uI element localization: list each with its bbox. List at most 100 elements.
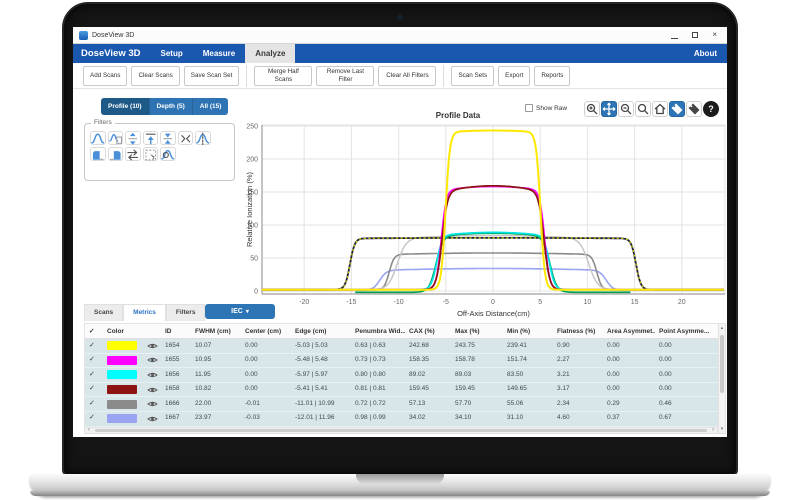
close-icon[interactable]: ×	[712, 30, 717, 39]
mirror-horizontal-filter-button[interactable]	[177, 131, 193, 145]
toolbar-button-save-scan-set[interactable]: Save Scan Set	[183, 65, 240, 86]
cell-eye[interactable]	[143, 383, 161, 397]
toolbar-button-export[interactable]: Export	[498, 65, 531, 86]
home-button[interactable]	[652, 101, 668, 117]
color-swatch[interactable]	[107, 399, 137, 409]
column-header-fwhm[interactable]: FWHM (cm)	[195, 328, 231, 335]
align-peak-filter-button[interactable]	[142, 131, 158, 145]
cell-eye[interactable]	[143, 412, 161, 426]
column-header-eye[interactable]	[143, 324, 161, 338]
zoom-reset-button[interactable]	[635, 101, 651, 117]
scroll-down-icon[interactable]: ▾	[720, 426, 724, 432]
column-header-area[interactable]: Area Asymmet...	[607, 328, 655, 335]
column-header-point[interactable]: Point Asymme...	[659, 328, 710, 335]
table-row-1654[interactable]: ✓ 1654 10.07 0.00 -5.03 | 5.03 0.63 | 0.63 242…	[85, 339, 725, 354]
menu-item-setup[interactable]: Setup	[160, 49, 183, 58]
minimize-icon[interactable]	[671, 32, 679, 39]
cell-color[interactable]	[103, 339, 143, 353]
cell-check[interactable]: ✓	[85, 412, 103, 426]
menu-item-measure[interactable]: Measure	[202, 49, 236, 58]
center-axis-filter-button[interactable]	[195, 131, 211, 145]
row-check-icon[interactable]: ✓	[89, 385, 95, 393]
cell-check[interactable]: ✓	[85, 354, 103, 368]
column-header-color[interactable]: Color	[107, 328, 124, 335]
cell-color[interactable]	[103, 412, 143, 426]
tab-scans[interactable]: Scans	[84, 304, 124, 321]
table-row-1667[interactable]: ✓ 1667 23.97 -0.03 -12.01 | 11.96 0.98 | 0.99…	[85, 411, 725, 427]
converge-vertical-filter-button[interactable]	[160, 131, 176, 145]
menu-item-about[interactable]: About	[693, 49, 717, 58]
pan-button[interactable]	[601, 101, 617, 117]
cell-color[interactable]	[103, 354, 143, 368]
tab-metrics[interactable]: Metrics	[123, 304, 166, 321]
toolbar-button-merge-half-scans[interactable]: Merge Half Scans	[254, 65, 313, 86]
table-row-1656[interactable]: ✓ 1656 11.95 0.00 -5.97 | 5.97 0.80 | 0.80 89.…	[85, 368, 725, 383]
table-row-1658[interactable]: ✓ 1658 10.82 0.00 -5.41 | 5.41 0.81 | 0.81 159…	[85, 382, 725, 398]
column-header-max[interactable]: Max (%)	[455, 328, 480, 335]
cell-check[interactable]: ✓	[85, 368, 103, 382]
column-header-flatness[interactable]: Flatness (%)	[557, 328, 596, 335]
row-check-icon[interactable]: ✓	[89, 414, 95, 422]
row-check-icon[interactable]: ✓	[89, 341, 95, 349]
color-swatch[interactable]	[107, 385, 137, 395]
column-header-penumbra[interactable]: Penumbra Wid...	[355, 328, 405, 335]
zoom-in-button[interactable]	[584, 101, 600, 117]
cell-check[interactable]: ✓	[85, 397, 103, 411]
resample-filter-button[interactable]	[142, 147, 158, 161]
cell-eye[interactable]	[143, 368, 161, 382]
table-row-1655[interactable]: ✓ 1655 10.95 0.00 -5.48 | 5.48 0.73 | 0.73 158…	[85, 353, 725, 369]
scroll-up-icon[interactable]: ▴	[720, 325, 724, 331]
show-raw-checkbox[interactable]: Show Raw	[525, 104, 567, 112]
toolbar-button-clear-scans[interactable]: Clear Scans	[131, 65, 180, 86]
iec-dropdown-button[interactable]: IEC ▾	[205, 304, 275, 319]
column-header-cax[interactable]: CAX (%)	[409, 328, 435, 335]
cell-check[interactable]: ✓	[85, 383, 103, 397]
cell-color[interactable]	[103, 368, 143, 382]
cell-eye[interactable]	[143, 397, 161, 411]
cell-color[interactable]	[103, 397, 143, 411]
checkbox-icon[interactable]	[525, 104, 533, 112]
row-check-icon[interactable]: ✓	[89, 399, 95, 407]
toolbar-button-add-scans[interactable]: Add Scans	[83, 65, 128, 86]
duplicate-curve-filter-button[interactable]	[107, 131, 123, 145]
color-swatch[interactable]	[107, 370, 137, 380]
tab-depth-5[interactable]: Depth (5)	[149, 98, 193, 115]
column-header-edge[interactable]: Edge (cm)	[295, 328, 327, 335]
column-header-min[interactable]: Min (%)	[507, 328, 531, 335]
tab-filters[interactable]: Filters	[165, 304, 206, 321]
color-swatch[interactable]	[107, 355, 137, 365]
help-button[interactable]: ?	[703, 101, 719, 117]
edge-left-filter-button[interactable]	[107, 147, 123, 161]
vertical-scroll-thumb[interactable]	[720, 335, 724, 393]
tab-all-15[interactable]: All (15)	[192, 98, 229, 115]
toolbar-button-remove-last-filter[interactable]: Remove Last Filter	[316, 65, 375, 86]
cell-check[interactable]: ✓	[85, 339, 103, 353]
cell-eye[interactable]	[143, 354, 161, 368]
color-swatch[interactable]	[107, 414, 137, 424]
window-smooth-filter-button[interactable]	[160, 147, 176, 161]
label-on-button[interactable]	[669, 101, 685, 117]
scroll-right-icon[interactable]: ›	[712, 427, 714, 433]
tab-profile-10[interactable]: Profile (10)	[101, 98, 150, 115]
smooth-filter-button[interactable]	[90, 131, 106, 145]
cell-color[interactable]	[103, 383, 143, 397]
toolbar-button-reports[interactable]: Reports	[534, 65, 571, 86]
row-check-icon[interactable]: ✓	[89, 370, 95, 378]
label-off-button[interactable]	[686, 101, 702, 117]
toolbar-button-clear-all-filters[interactable]: Clear All Filters	[378, 65, 437, 86]
expand-vertical-filter-button[interactable]	[125, 131, 141, 145]
table-row-1666[interactable]: ✓ 1666 22.00 -0.01 -11.01 | 10.99 0.72 | 0.72…	[85, 397, 725, 412]
symmetry-flip-filter-button[interactable]	[125, 147, 141, 161]
color-swatch[interactable]	[107, 341, 137, 351]
table-horizontal-scrollbar[interactable]: ‹ ›	[84, 427, 718, 434]
scroll-left-icon[interactable]: ‹	[88, 427, 90, 433]
table-vertical-scrollbar[interactable]: ▴ ▾	[718, 323, 726, 434]
column-header-id[interactable]: ID	[165, 328, 172, 335]
edge-right-filter-button[interactable]	[90, 147, 106, 161]
horizontal-scroll-thumb[interactable]	[95, 429, 707, 432]
maximize-icon[interactable]	[692, 32, 699, 38]
column-header-check[interactable]: ✓	[89, 328, 95, 335]
column-header-center[interactable]: Center (cm)	[245, 328, 282, 335]
row-check-icon[interactable]: ✓	[89, 356, 95, 364]
toolbar-button-scan-sets[interactable]: Scan Sets	[451, 65, 495, 86]
